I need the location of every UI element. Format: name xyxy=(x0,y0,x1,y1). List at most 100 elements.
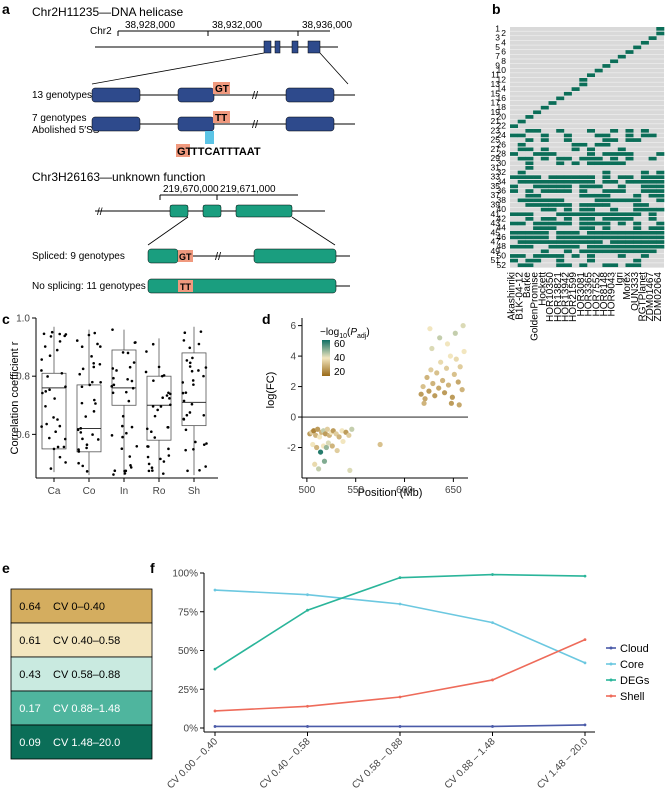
heatmap-cell xyxy=(656,193,665,198)
x-tick-label: 650 xyxy=(445,485,462,496)
heatmap-cell xyxy=(525,212,534,217)
data-point xyxy=(40,358,44,361)
motif-gt-box xyxy=(178,250,193,262)
row-label: 9 xyxy=(495,60,500,70)
heatmap-cell xyxy=(517,133,526,138)
heatmap-cell xyxy=(556,230,565,235)
legend-swatch-dot xyxy=(609,678,613,682)
series-point xyxy=(306,704,309,708)
heatmap-cell xyxy=(640,170,649,175)
data-point xyxy=(159,457,162,461)
y-tick-label: 4 xyxy=(290,352,296,363)
x-tick-label: CV 0.40 – 0.58 xyxy=(258,736,313,791)
heatmap-cell xyxy=(602,175,611,180)
data-point xyxy=(202,443,206,446)
data-point xyxy=(115,369,118,372)
data-point xyxy=(120,447,124,451)
data-point xyxy=(438,359,444,365)
row-label: 2 xyxy=(501,28,506,38)
heatmap-cell xyxy=(587,152,595,156)
data-point xyxy=(422,396,428,402)
cv-cell xyxy=(10,588,153,624)
heatmap-cell xyxy=(540,249,549,254)
heatmap-cell xyxy=(525,230,534,235)
row-label: 30 xyxy=(497,158,507,168)
heatmap-cell xyxy=(587,212,595,217)
series-point xyxy=(306,608,309,612)
heatmap-cell xyxy=(633,258,642,263)
row-label: 22 xyxy=(497,121,507,131)
row-label: 50 xyxy=(497,250,507,260)
data-point xyxy=(124,390,128,394)
data-point xyxy=(81,367,85,371)
heatmap-cell xyxy=(594,203,603,207)
heatmap-cell xyxy=(625,50,634,54)
heatmap-cell xyxy=(540,179,549,184)
data-point xyxy=(182,418,186,421)
data-point xyxy=(157,365,161,369)
heatmap-cell xyxy=(587,230,595,235)
heatmap-cell xyxy=(587,221,595,226)
heatmap-cell xyxy=(633,249,642,254)
heatmap-cell xyxy=(571,244,580,249)
data-point xyxy=(434,370,440,376)
data-point xyxy=(377,441,383,448)
motif-gt: GT xyxy=(179,252,192,262)
heatmap-cell xyxy=(563,221,572,226)
data-point xyxy=(185,359,189,362)
row-label: 13 xyxy=(491,79,501,89)
data-point xyxy=(325,440,331,446)
heatmap-cell xyxy=(587,175,595,180)
heatmap-cell xyxy=(563,240,572,244)
heatmap-cell xyxy=(563,179,572,184)
motif-tt-box xyxy=(178,280,193,292)
heatmap-cell xyxy=(610,138,619,142)
heatmap-cell xyxy=(633,235,642,240)
heatmap-cell xyxy=(625,198,634,203)
heatmap-cell xyxy=(525,198,534,203)
heatmap-cell xyxy=(525,189,534,193)
data-point xyxy=(347,467,353,473)
heatmap-cell xyxy=(617,189,626,193)
data-point xyxy=(92,410,96,413)
heatmap-cell xyxy=(602,142,611,147)
heatmap-cell xyxy=(610,59,619,64)
row-label: 38 xyxy=(497,195,507,205)
heatmap-cell xyxy=(563,133,572,138)
heatmap-cell xyxy=(579,221,588,226)
heatmap-cell xyxy=(640,235,649,240)
heatmap-cell xyxy=(563,184,572,189)
heatmap-cell xyxy=(548,198,557,203)
data-point xyxy=(84,415,88,418)
heatmap-cell xyxy=(610,179,619,184)
heatmap-cell xyxy=(563,212,572,217)
heatmap-cell xyxy=(540,207,549,212)
heatmap-cell xyxy=(587,226,595,230)
cv-cell xyxy=(10,690,153,726)
heatmap-cell xyxy=(579,77,588,82)
heatmap-cell xyxy=(617,212,626,217)
data-point xyxy=(448,400,454,406)
heatmap-cell xyxy=(587,179,595,184)
heatmap-cell xyxy=(571,161,580,166)
heatmap-cell xyxy=(533,198,542,203)
heatmap-cell xyxy=(533,258,542,263)
heatmap-cell xyxy=(594,244,603,249)
genotype-label: RGTPlanet xyxy=(638,272,649,322)
heatmap-cell xyxy=(548,254,557,258)
heatmap-cell xyxy=(579,212,588,217)
data-point xyxy=(79,431,83,434)
heatmap-cell xyxy=(525,217,534,221)
data-point xyxy=(184,428,188,432)
data-point xyxy=(204,465,207,468)
heatmap-cell xyxy=(640,184,649,189)
heatmap-cell xyxy=(548,175,557,180)
data-point xyxy=(128,455,132,458)
gene1-row2-label-2: Abolished 5′SS xyxy=(32,125,100,136)
cv-value: 0.43 xyxy=(19,669,40,681)
data-point xyxy=(198,468,201,472)
x-tick-label: 550 xyxy=(347,485,364,496)
row-label: 21 xyxy=(491,116,501,126)
row-label: 26 xyxy=(497,139,507,149)
heatmap-cell xyxy=(610,156,619,161)
